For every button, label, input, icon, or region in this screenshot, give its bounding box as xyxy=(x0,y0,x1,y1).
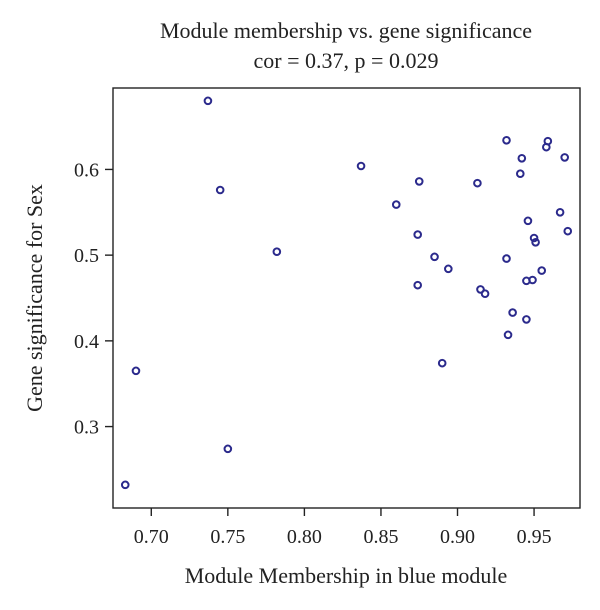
x-tick-label: 0.95 xyxy=(517,526,552,548)
data-point xyxy=(508,308,517,317)
data-point xyxy=(529,233,539,243)
data-point xyxy=(120,480,130,490)
data-point xyxy=(131,366,141,376)
data-point xyxy=(531,237,540,247)
data-points xyxy=(120,96,573,490)
x-tick-label: 0.80 xyxy=(287,526,322,548)
data-point xyxy=(523,216,533,226)
data-point xyxy=(414,177,424,186)
data-point xyxy=(356,161,366,171)
data-point xyxy=(391,200,401,209)
data-point xyxy=(437,358,447,368)
x-axis-label: Module Membership in blue module xyxy=(185,563,508,588)
data-point xyxy=(517,153,527,163)
data-point xyxy=(502,254,511,263)
chart-subtitle: cor = 0.37, p = 0.029 xyxy=(254,48,439,73)
data-point xyxy=(203,96,213,106)
x-axis: 0.70 0.75 0.80 0.85 0.90 0.95 xyxy=(134,508,552,548)
x-tick-label: 0.85 xyxy=(363,526,398,548)
plot-area xyxy=(112,87,581,509)
data-point xyxy=(537,266,547,275)
data-point xyxy=(430,252,439,262)
x-tick-label: 0.90 xyxy=(440,526,475,548)
y-tick-label: 0.5 xyxy=(74,245,99,267)
data-point xyxy=(476,285,485,294)
data-point xyxy=(272,247,282,257)
data-point xyxy=(543,136,553,146)
data-point xyxy=(480,289,490,299)
x-tick-label: 0.70 xyxy=(134,526,169,548)
data-point xyxy=(563,226,573,236)
data-point xyxy=(515,169,525,179)
data-point xyxy=(555,207,565,217)
data-point xyxy=(502,135,511,145)
chart-title: Module membership vs. gene significance xyxy=(160,18,532,43)
data-point xyxy=(413,280,422,290)
data-point xyxy=(473,178,482,188)
data-point xyxy=(223,444,233,454)
y-axis-label: Gene significance for Sex xyxy=(22,184,47,412)
data-point xyxy=(215,185,225,195)
data-point xyxy=(522,315,531,324)
data-point xyxy=(503,330,513,340)
data-point xyxy=(444,264,453,274)
y-tick-label: 0.4 xyxy=(74,331,99,353)
y-tick-label: 0.6 xyxy=(74,159,99,181)
data-point xyxy=(528,275,537,285)
x-tick-label: 0.75 xyxy=(210,526,245,548)
data-point xyxy=(413,230,422,239)
y-axis: 0.3 0.4 0.5 0.6 xyxy=(74,159,113,439)
data-point xyxy=(560,153,569,162)
y-tick-label: 0.3 xyxy=(74,417,99,439)
